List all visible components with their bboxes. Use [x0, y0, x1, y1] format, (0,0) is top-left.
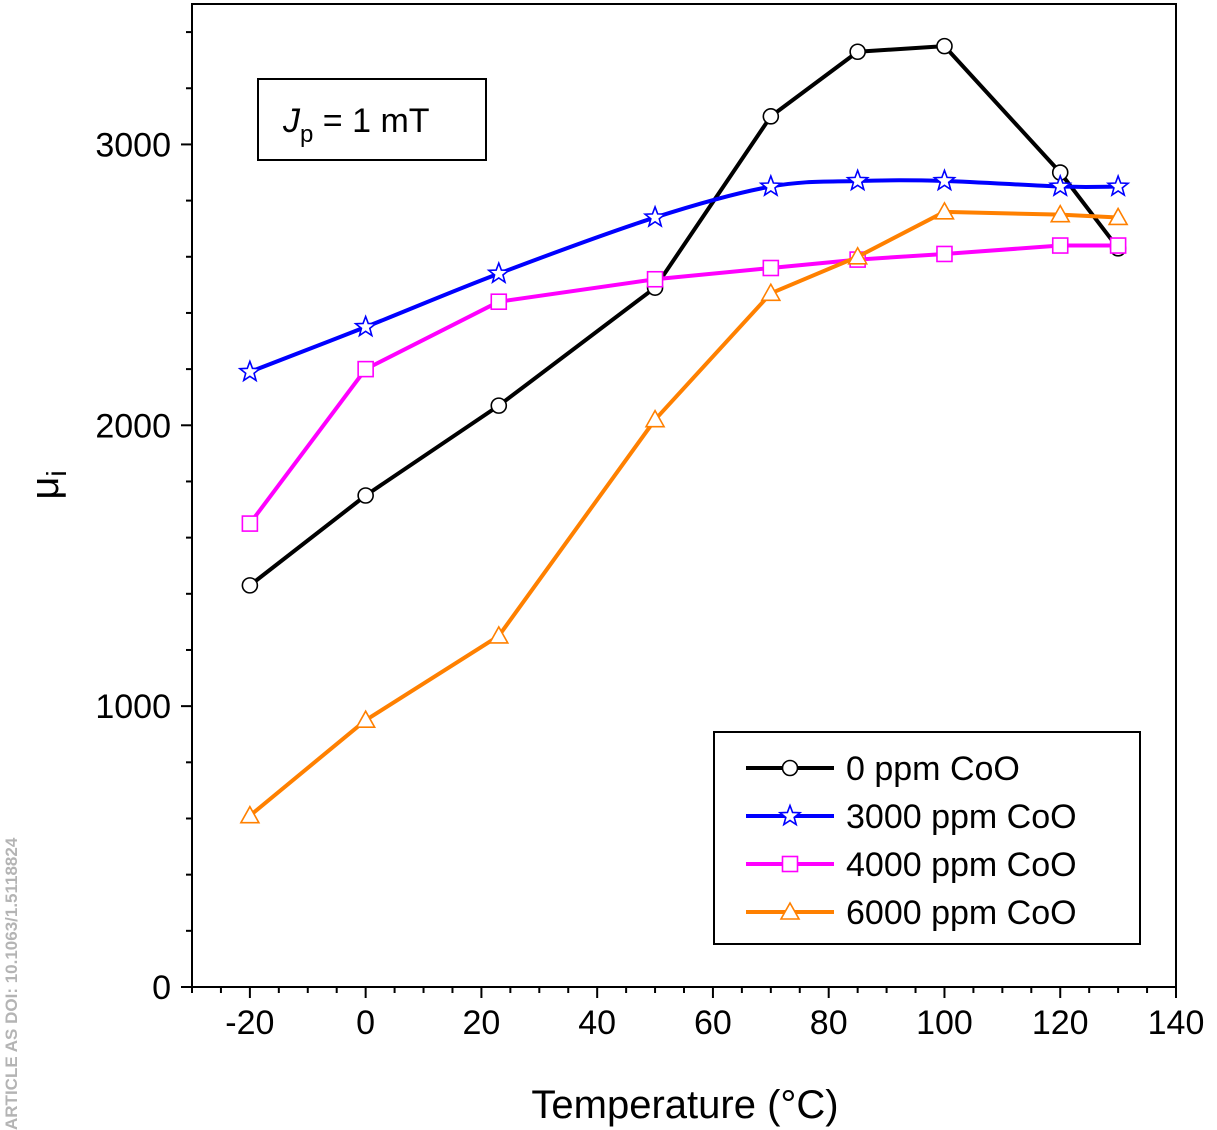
data-point-square [936, 245, 953, 263]
data-point-square [762, 259, 780, 277]
legend-marker-square [781, 855, 799, 873]
series-triangle [239, 201, 1129, 824]
legend-entry: 4000 ppm CoO [746, 846, 1077, 884]
data-point-square [490, 293, 508, 311]
x-axis-title: Temperature (°C) [531, 1083, 838, 1127]
x-tick-label: 60 [694, 1004, 732, 1042]
legend-entry: 6000 ppm CoO [746, 894, 1077, 932]
y-tick-label: 1000 [95, 688, 171, 726]
data-point-triangle [239, 805, 261, 824]
data-point-star [845, 168, 870, 192]
data-point-circle [762, 108, 780, 125]
legend-label: 6000 ppm CoO [846, 894, 1077, 932]
series-star [237, 168, 1131, 383]
data-point-star [758, 173, 783, 197]
data-point-circle [849, 43, 866, 61]
data-point-star [486, 260, 511, 284]
legend-label: 0 ppm CoO [846, 750, 1020, 788]
data-point-triangle [355, 709, 377, 728]
data-point-square [1109, 237, 1127, 254]
legend-entry: 0 ppm CoO [746, 750, 1020, 788]
legend-marker-circle [781, 759, 799, 777]
annotation-text: Jp = 1 mT [282, 102, 430, 148]
data-point-circle [490, 397, 508, 414]
legend-marker-star [777, 803, 803, 827]
legend-marker-triangle [779, 901, 801, 920]
legend: 0 ppm CoO 3000 ppm CoO 4000 ppm CoO 6000 pp… [713, 731, 1141, 945]
series-line [248, 243, 1119, 525]
x-tick-label: 80 [810, 1004, 848, 1042]
x-tick-label: 140 [1148, 1004, 1205, 1042]
series-line [249, 178, 1119, 374]
side-watermark: ARTICLE AS DOI: 10.1063/1.5118824 [2, 837, 21, 1130]
legend-label: 4000 ppm CoO [846, 846, 1077, 884]
data-point-star [1048, 173, 1073, 197]
data-point-square [646, 270, 664, 288]
data-point-triangle [644, 409, 666, 428]
data-point-triangle [488, 625, 510, 644]
y-axis-title: μi [23, 470, 72, 499]
legend-entry: 3000 ppm CoO [746, 798, 1077, 836]
data-point-star [353, 314, 378, 338]
series-layer [237, 37, 1131, 824]
annotation-box: Jp = 1 mT [257, 78, 487, 161]
data-point-triangle [1049, 204, 1071, 223]
data-point-circle [241, 577, 259, 594]
x-tick-label: -20 [225, 1004, 274, 1042]
x-tick-label: 100 [916, 1004, 973, 1042]
legend-label: 3000 ppm CoO [846, 798, 1077, 836]
data-point-square [357, 360, 374, 378]
data-point-circle [357, 487, 374, 504]
x-tick-label: 0 [356, 1004, 375, 1042]
data-point-circle [936, 37, 953, 55]
data-point-triangle [934, 201, 955, 220]
data-point-square [1051, 237, 1069, 254]
data-point-triangle [760, 282, 782, 302]
data-point-triangle [1107, 206, 1129, 226]
data-point-star [1105, 173, 1131, 197]
y-tick-label: 2000 [95, 407, 171, 445]
y-tick-label: 3000 [95, 126, 171, 164]
data-point-star [642, 204, 668, 228]
x-tick-label: 40 [578, 1004, 616, 1042]
data-point-square [241, 515, 259, 532]
data-point-triangle [847, 246, 869, 265]
y-tick-label: 0 [152, 969, 171, 1007]
data-point-star [932, 168, 957, 192]
axes: -20 0 20 40 60 80 100 120 140 0 1000 2000 3000 [95, 3, 1205, 1042]
data-point-star [237, 359, 263, 383]
x-tick-label: 120 [1032, 1004, 1089, 1042]
x-tick-label: 20 [462, 1004, 500, 1042]
series-line [248, 209, 1119, 818]
